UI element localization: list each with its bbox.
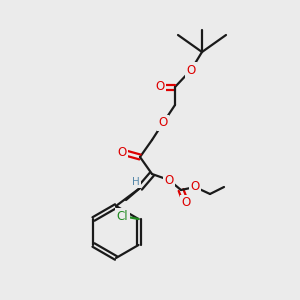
Text: Cl: Cl [117, 209, 128, 223]
Text: O: O [158, 116, 168, 130]
Text: O: O [117, 146, 127, 158]
Text: O: O [155, 80, 165, 94]
Text: O: O [190, 181, 200, 194]
Text: H: H [132, 177, 140, 187]
Text: O: O [186, 64, 196, 76]
Text: O: O [182, 196, 190, 209]
Text: O: O [164, 173, 174, 187]
